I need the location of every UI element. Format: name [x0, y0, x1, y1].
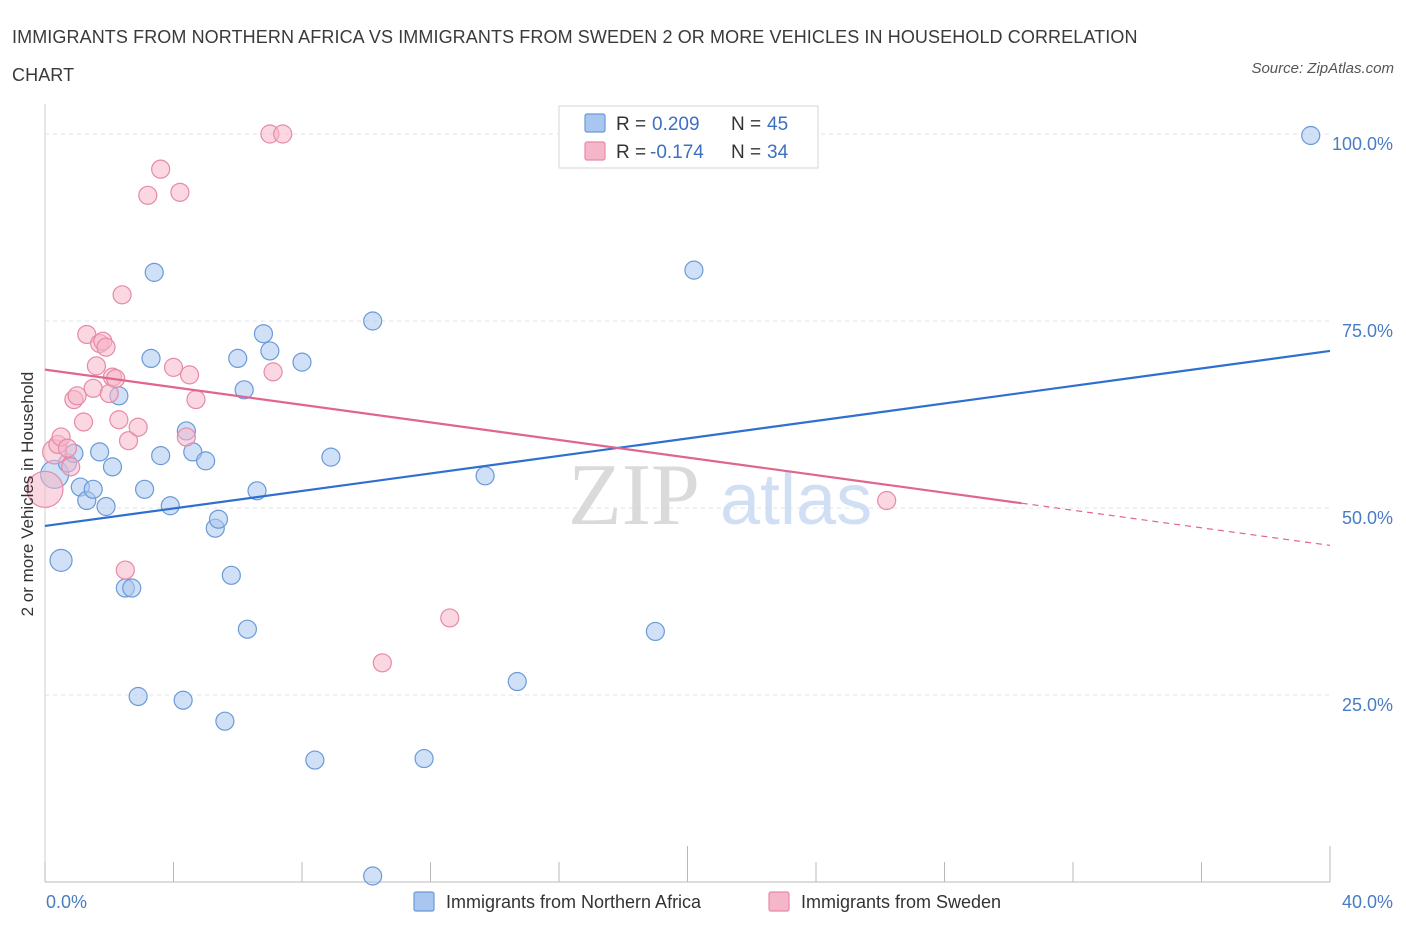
point-northern-africa-24 [208, 509, 229, 529]
point-northern-africa-12 [122, 578, 142, 598]
point-sweden-35 [877, 490, 897, 511]
point-sweden-7 [67, 386, 87, 406]
point-sweden-24 [151, 159, 171, 179]
stats-n-value-northern-africa: 45 [767, 114, 788, 135]
point-northern-africa-8 [96, 496, 116, 517]
stats-box: R = 0.209 N = 45 R = -0.174 N = 34 [558, 105, 819, 169]
stats-r-label-2: R = [616, 142, 646, 163]
point-northern-africa-14 [134, 479, 155, 499]
stats-swatch-northern-africa [584, 113, 606, 133]
x-tick-labels: 0.0% 40.0% [46, 892, 1393, 912]
point-northern-africa-35 [321, 447, 341, 467]
point-northern-africa-41 [645, 621, 665, 642]
point-sweden-10 [83, 378, 103, 398]
trend-line-sweden-extension [1021, 502, 1331, 546]
y-axis-title: 2 or more Vehicles in Household [18, 372, 37, 617]
point-northern-africa-36 [363, 311, 383, 331]
x-tick-label-1: 40.0% [1342, 892, 1393, 912]
x-tick-label-0: 0.0% [46, 892, 87, 912]
stats-n-value-sweden: 34 [767, 142, 789, 163]
point-sweden-26 [170, 182, 190, 202]
point-sweden-23 [138, 185, 158, 205]
point-sweden-33 [372, 653, 392, 673]
point-northern-africa-16 [144, 262, 164, 282]
stats-swatch-sweden [584, 141, 606, 161]
point-sweden-0 [26, 470, 64, 508]
point-sweden-4 [57, 438, 78, 458]
trend-lines [44, 349, 1331, 546]
legend-swatch-sweden [768, 891, 790, 912]
point-northern-africa-39 [475, 466, 495, 486]
point-sweden-31 [263, 362, 283, 382]
stats-r-value-northern-africa: 0.209 [652, 114, 700, 135]
point-northern-africa-17 [151, 446, 171, 466]
point-sweden-29 [186, 389, 206, 410]
point-northern-africa-19 [173, 690, 193, 710]
point-sweden-27 [176, 427, 196, 447]
legend-label-northern-africa: Immigrants from Northern Africa [446, 892, 702, 912]
point-northern-africa-32 [260, 341, 280, 361]
point-sweden-25 [163, 357, 184, 377]
chart-title: IMMIGRANTS FROM NORTHERN AFRICA VS IMMIG… [12, 27, 1138, 85]
y-tick-label-1: 50.0% [1342, 508, 1393, 528]
gridlines [45, 133, 1330, 696]
legend-label-sweden: Immigrants from Sweden [801, 892, 1001, 912]
point-sweden-21 [118, 431, 139, 451]
point-northern-africa-31 [253, 324, 274, 344]
y-tick-labels: 25.0% 50.0% 75.0% 100.0% [1332, 134, 1393, 715]
point-sweden-20 [115, 560, 135, 580]
y-tick-label-2: 75.0% [1342, 321, 1393, 341]
point-northern-africa-9 [102, 457, 123, 477]
point-sweden-19 [112, 285, 132, 305]
stats-n-label-2: N = [731, 142, 761, 163]
point-sweden-34 [440, 608, 460, 628]
watermark-zip: ZIP [568, 447, 700, 544]
point-sweden-28 [179, 365, 200, 385]
legend-swatch-northern-africa [413, 891, 435, 912]
point-northern-africa-38 [414, 748, 434, 769]
point-northern-africa-30 [247, 481, 267, 501]
point-northern-africa-18 [160, 496, 180, 516]
point-northern-africa-40 [507, 671, 527, 692]
point-northern-africa-29 [237, 619, 257, 639]
point-northern-africa-15 [141, 348, 161, 368]
point-northern-africa-27 [228, 348, 248, 368]
stats-r-value-sweden: -0.174 [650, 142, 704, 163]
point-northern-africa-22 [196, 451, 216, 471]
point-northern-africa-42 [684, 260, 704, 280]
source-credit: Source: ZipAtlas.com [1251, 60, 1394, 77]
point-northern-africa-28 [234, 380, 254, 400]
point-sweden-11 [86, 356, 107, 376]
point-northern-africa-34 [305, 750, 325, 770]
point-northern-africa-33 [292, 352, 312, 372]
series-points [26, 124, 1321, 886]
point-sweden-5 [61, 457, 81, 477]
stats-r-label: R = [616, 114, 646, 135]
point-sweden-14 [96, 337, 116, 357]
point-northern-africa-25 [215, 711, 235, 731]
y-tick-label-3: 100.0% [1332, 134, 1393, 154]
y-tick-label-0: 25.0% [1342, 695, 1393, 715]
watermark: ZIP atlas [568, 447, 872, 544]
point-northern-africa-26 [221, 565, 241, 585]
legend: Immigrants from Northern Africa Immigran… [413, 891, 1001, 912]
point-sweden-18 [109, 410, 129, 430]
point-sweden-32 [273, 124, 293, 144]
stats-n-label: N = [731, 114, 761, 135]
point-sweden-8 [73, 412, 94, 432]
trend-line-northern-africa [44, 349, 1331, 528]
point-northern-africa-43 [1301, 125, 1321, 146]
point-northern-africa-37 [363, 866, 383, 886]
point-sweden-22 [128, 417, 148, 437]
trend-line-sweden [44, 368, 1022, 505]
point-northern-africa-7 [90, 442, 110, 462]
point-northern-africa-13 [128, 686, 148, 707]
point-northern-africa-1 [49, 548, 73, 572]
point-northern-africa-6 [83, 479, 103, 499]
